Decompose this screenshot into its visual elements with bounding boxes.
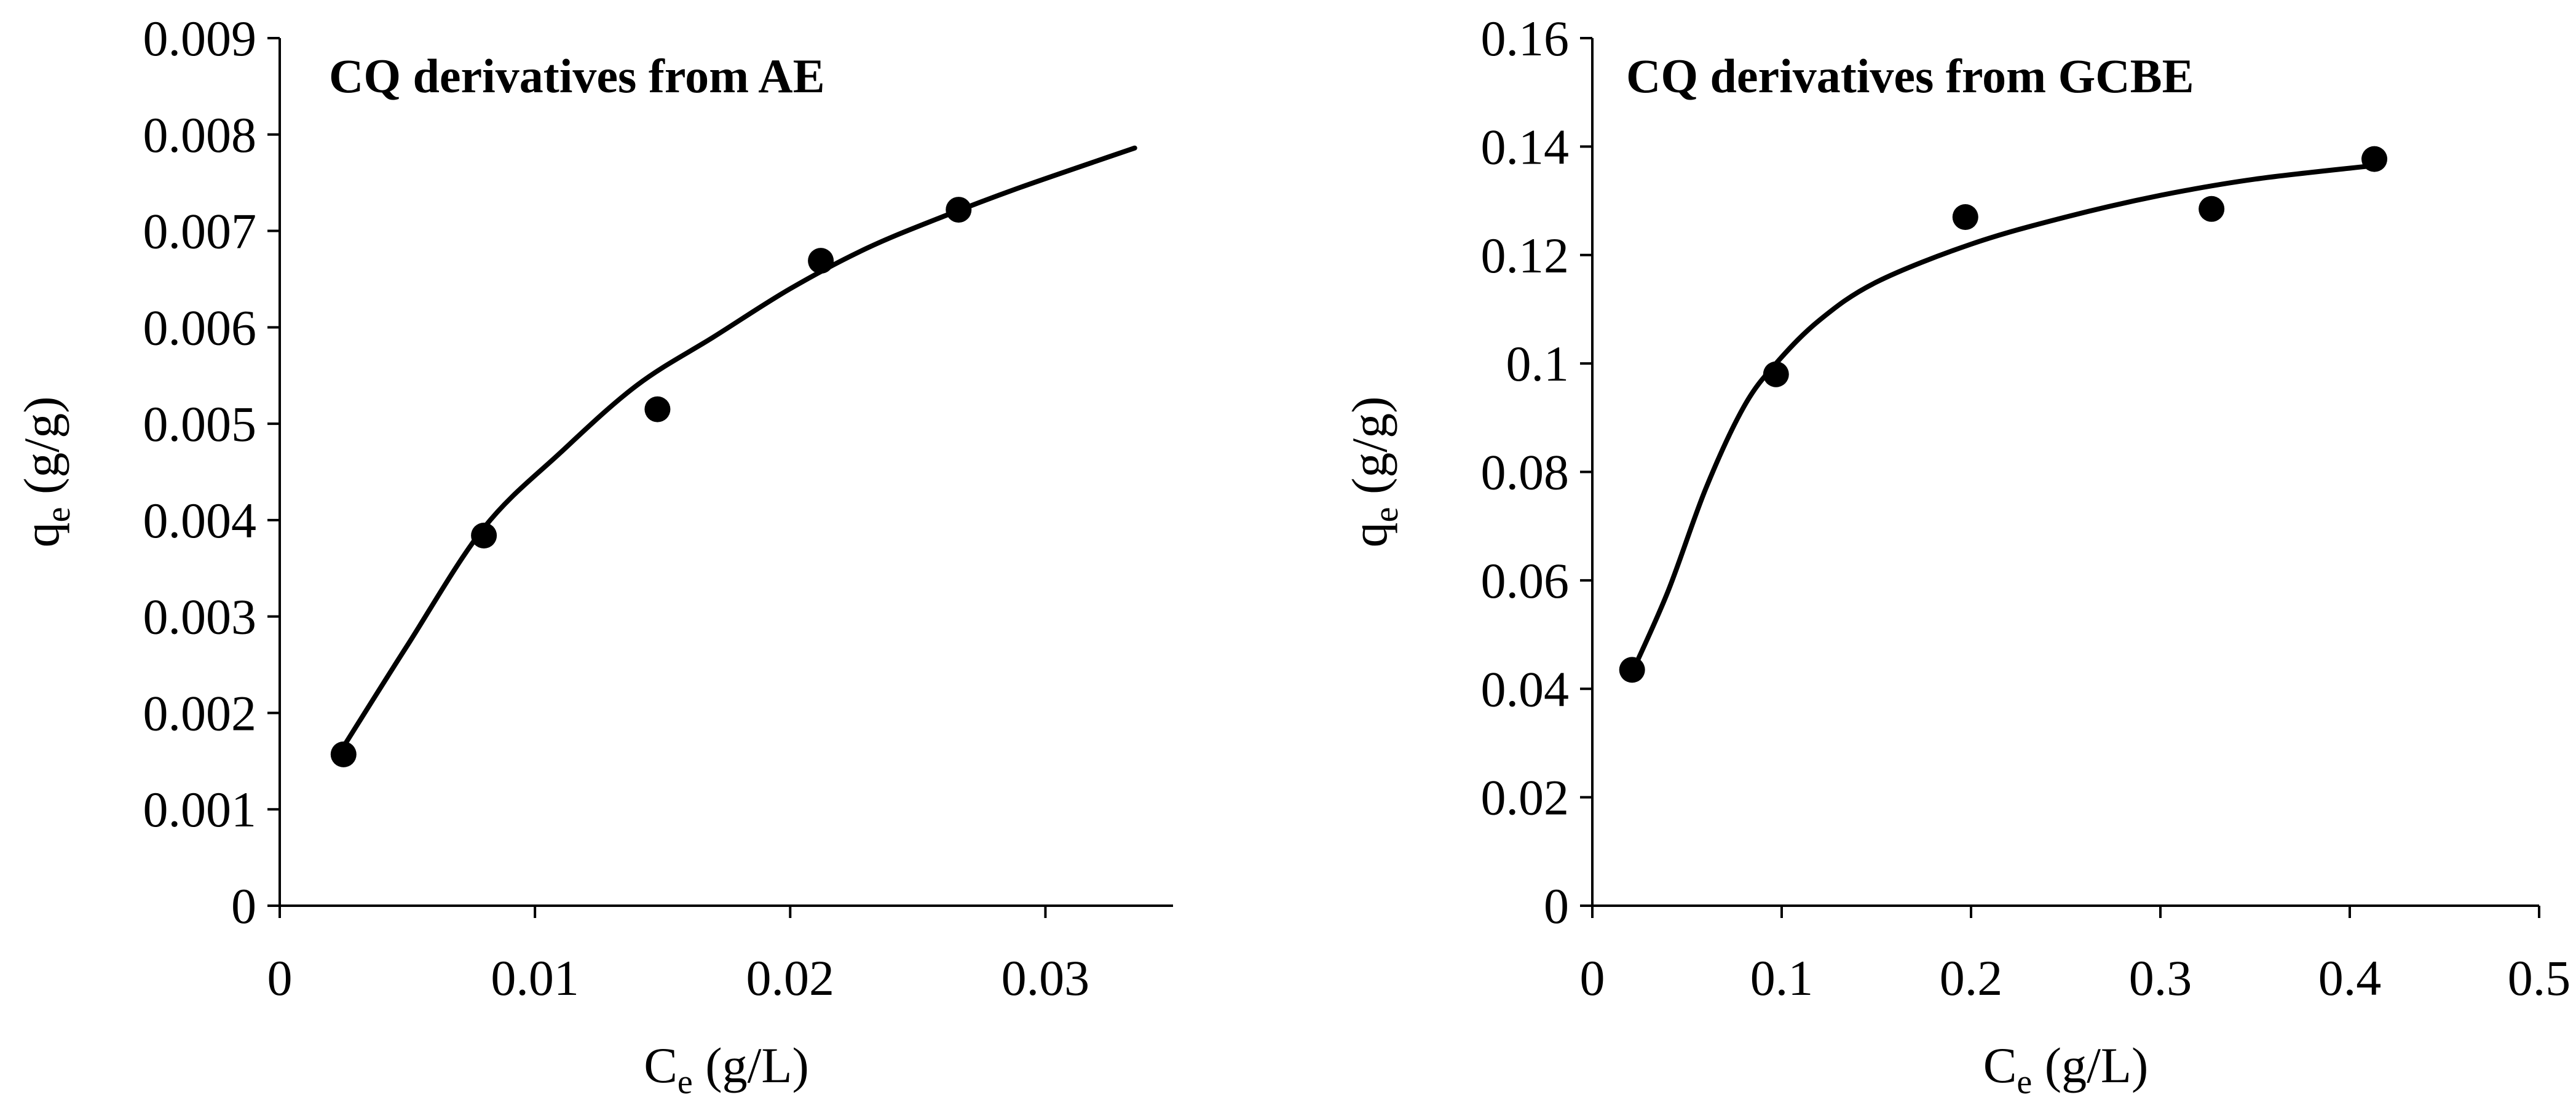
x-tick-label: 0.2 (1940, 950, 2003, 1006)
y-tick-label: 0.008 (143, 107, 257, 163)
data-point (471, 522, 497, 548)
y-tick-label: 0.14 (1481, 119, 1570, 175)
y-tick-label: 0.001 (143, 782, 257, 837)
data-point (808, 248, 834, 274)
data-point (330, 741, 357, 767)
y-tick-label: 0.1 (1506, 336, 1570, 392)
y-tick-label: 0.005 (143, 396, 257, 452)
chart-1: 0 0.001 0.002 0.003 0.004 0.005 0.006 0.007 0.00… (14, 10, 1173, 1101)
y-tick-label: 0 (231, 878, 256, 934)
x-tick-label: 0.03 (1002, 950, 1090, 1006)
fit-curve (1629, 163, 2377, 675)
x-tick-label: 0 (267, 950, 293, 1006)
chart-title: CQ derivatives from AE (329, 49, 825, 103)
x-tick-label: 0.5 (2508, 950, 2571, 1006)
data-point (1619, 657, 1645, 683)
x-tick-label: 0.4 (2318, 950, 2382, 1006)
data-point (1763, 361, 1789, 387)
y-tick-label: 0.003 (143, 589, 257, 645)
x-tick-label: 0.02 (746, 950, 835, 1006)
data-point (1952, 204, 1978, 231)
y-tick-label: 0.006 (143, 299, 257, 355)
y-tick-label: 0.04 (1481, 661, 1570, 717)
x-tick-label: 0.1 (1750, 950, 1814, 1006)
x-axis-title: Ce (g/L) (1983, 1037, 2149, 1101)
y-axis-title: qe (g/g) (14, 397, 77, 548)
fit-curve (341, 145, 1137, 750)
y-tick-label: 0.02 (1481, 770, 1570, 826)
x-axis-title: Ce (g/L) (644, 1037, 809, 1101)
data-point (2361, 146, 2388, 172)
y-tick-label: 0.009 (143, 10, 257, 66)
chart-title: CQ derivatives from GCBE (1626, 49, 2194, 103)
y-tick-label: 0.16 (1481, 10, 1570, 66)
y-tick-label: 0.004 (143, 493, 257, 548)
y-tick-label: 0.08 (1481, 445, 1570, 501)
y-axis-title: qe (g/g) (1341, 397, 1405, 548)
data-point (946, 197, 972, 223)
x-tick-label: 0.01 (491, 950, 579, 1006)
data-point (644, 396, 671, 422)
data-point (2199, 196, 2225, 222)
x-tick-label: 0.3 (2129, 950, 2192, 1006)
y-tick-label: 0.06 (1481, 553, 1570, 609)
y-tick-label: 0.002 (143, 685, 257, 741)
y-tick-label: 0 (1544, 878, 1569, 934)
y-tick-label: 0.007 (143, 204, 257, 259)
y-tick-label: 0.12 (1481, 228, 1570, 283)
chart-2: 0 0.02 0.04 0.06 0.08 0.1 0.12 0.14 0.16 0 0.1 0.2 0… (1341, 10, 2570, 1101)
x-tick-label: 0 (1580, 950, 1605, 1006)
